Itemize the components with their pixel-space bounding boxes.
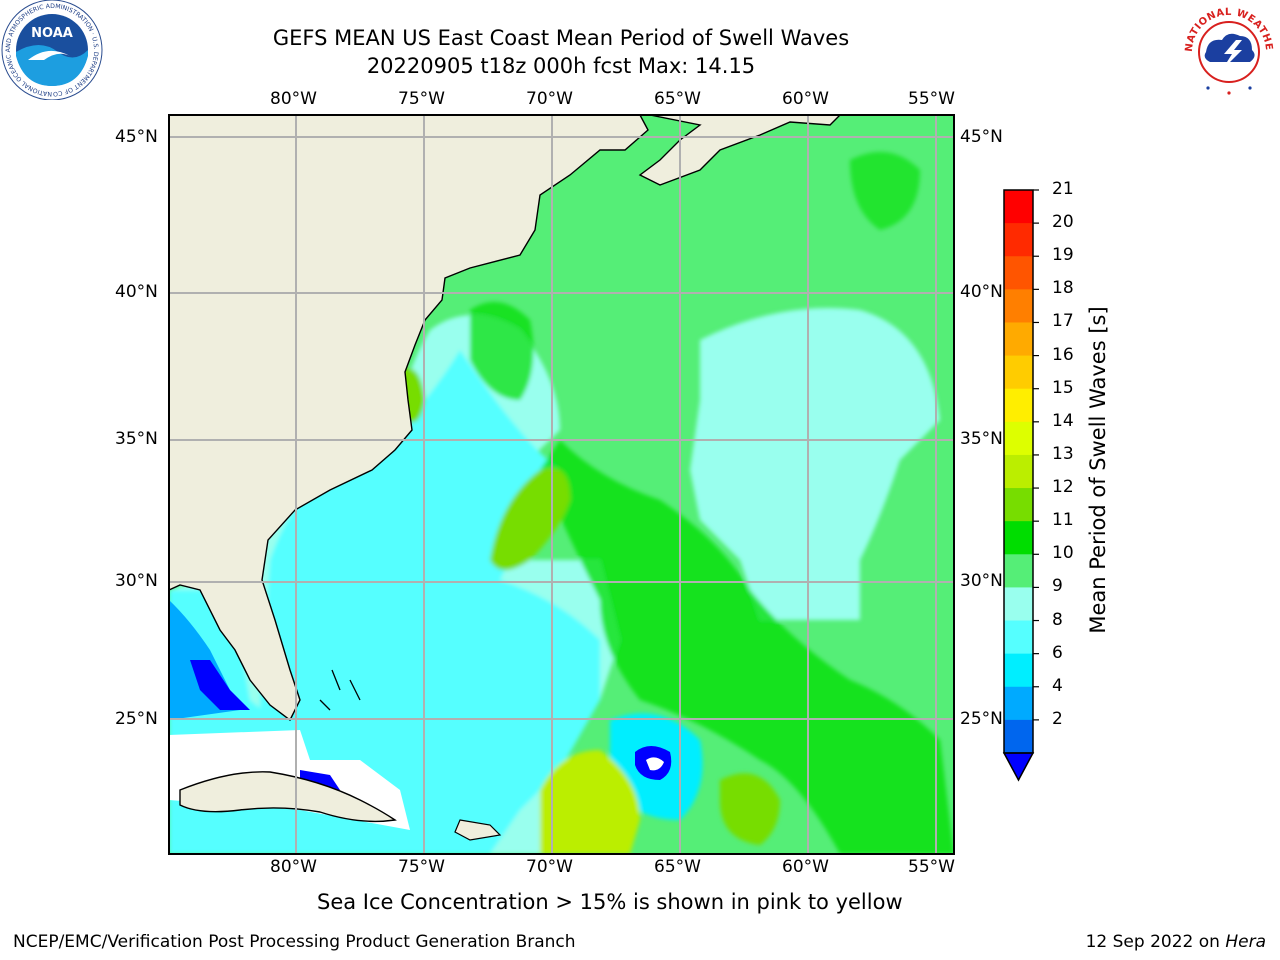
colorbar-swatch	[1004, 719, 1033, 754]
colorbar-tick-label: 14	[1052, 410, 1074, 431]
lat-label-right-30n: 30°N	[960, 571, 1003, 591]
lon-label-top-75w: 75°W	[398, 89, 445, 109]
lat-label-left-25n: 25°N	[115, 709, 158, 729]
colorbar-tick-label: 16	[1052, 344, 1074, 365]
colorbar-swatch	[1004, 653, 1033, 688]
zone-10-11s-north-offshore	[470, 302, 534, 400]
colorbar-tick-label: 11	[1052, 510, 1074, 531]
colorbar-swatch	[1004, 488, 1033, 522]
zone-8-9s-central-atlantic	[690, 308, 940, 620]
colorbar-extend-arrow	[1002, 752, 1035, 782]
colorbar-swatch	[1004, 190, 1033, 224]
map-subtitle: 20220905 t18z 000h fcst Max: 14.15	[366, 54, 756, 78]
lon-label-top-80w: 80°W	[270, 89, 317, 109]
lon-label-top-70w: 70°W	[526, 89, 573, 109]
colorbar-tick-label: 17	[1052, 311, 1074, 332]
zone-2-4s-gulf	[190, 660, 250, 710]
lat-label-left-35n: 35°N	[115, 429, 158, 449]
colorbar-tick-label: 13	[1052, 443, 1074, 464]
lat-label-left-30n: 30°N	[115, 571, 158, 591]
colorbar-tick-label: 18	[1052, 278, 1074, 299]
colorbar-swatch	[1004, 587, 1033, 622]
noaa-logo-text: NOAA	[31, 26, 73, 41]
nws-logo: NATIONAL WEATHER SERVICE	[1178, 0, 1277, 98]
date-text: 12 Sep 2022 on	[1085, 932, 1220, 952]
lat-label-right-35n: 35°N	[960, 429, 1003, 449]
lon-label-bottom-80w: 80°W	[270, 857, 317, 877]
lon-label-top-55w: 55°W	[908, 89, 955, 109]
masked-area-hispaniola	[646, 757, 664, 771]
colorbar-tick-label: 4	[1052, 675, 1063, 696]
sea-ice-note: Sea Ice Concentration > 15% is shown in …	[317, 890, 903, 914]
colorbar-swatch	[1004, 620, 1033, 655]
map-plot-area	[169, 115, 954, 854]
lon-label-bottom-70w: 70°W	[526, 857, 573, 877]
colorbar-tick-label: 2	[1052, 708, 1063, 729]
zone-10-11s-main-stream	[540, 440, 954, 854]
colorbar-swatch	[1004, 256, 1033, 290]
map-gridlines	[169, 115, 954, 854]
lon-label-bottom-55w: 55°W	[908, 857, 955, 877]
colorbar-tick-label: 21	[1052, 179, 1074, 199]
lat-label-right-40n: 40°N	[960, 282, 1003, 302]
colorbar-tick-label: 12	[1052, 477, 1074, 498]
lon-label-top-60w: 60°W	[782, 89, 829, 109]
noaa-logo: NATIONAL OCEANIC AND ATMOSPHERIC ADMINIS…	[0, 0, 103, 100]
colorbar-tick-label: 8	[1052, 609, 1063, 630]
colorbar-swatch	[1004, 322, 1033, 357]
lat-label-left-40n: 40°N	[115, 282, 158, 302]
colorbar-frame	[1003, 189, 1034, 754]
lat-label-left-45n: 45°N	[115, 127, 158, 147]
colorbar-swatch	[1004, 421, 1033, 456]
lat-label-right-25n: 25°N	[960, 709, 1003, 729]
colorbar-swatch	[1004, 355, 1033, 390]
colorbar-swatch	[1004, 554, 1033, 588]
credit-line: NCEP/EMC/Verification Post Processing Pr…	[13, 932, 576, 952]
colorbar-tick-label: 6	[1052, 642, 1063, 663]
colorbar-tick-label: 15	[1052, 377, 1074, 398]
colorbar-swatch	[1004, 454, 1033, 489]
lon-label-bottom-65w: 65°W	[654, 857, 701, 877]
zone-10-11s-northeast	[850, 152, 920, 230]
lon-label-top-65w: 65°W	[654, 89, 701, 109]
colorbar-tick-label: 19	[1052, 245, 1074, 266]
map-title: GEFS MEAN US East Coast Mean Period of S…	[272, 26, 850, 50]
lon-label-bottom-75w: 75°W	[398, 857, 445, 877]
land-bahamas	[319, 669, 361, 711]
zone-11-12s-east-caribbean	[720, 773, 780, 845]
zone-12-14s-caribbean	[540, 750, 640, 854]
date-line: 12 Sep 2022 on Hera	[1086, 932, 1266, 952]
land-us-east-coast	[169, 115, 649, 722]
colorbar-swatch	[1004, 388, 1033, 423]
colorbar-tick-label: 10	[1052, 543, 1074, 564]
colorbar-title: Mean Period of Swell Waves [s]	[1086, 306, 1110, 634]
land-cuba	[179, 771, 397, 823]
lon-label-bottom-60w: 60°W	[782, 857, 829, 877]
colorbar-tick-label: 9	[1052, 576, 1063, 597]
colorbar-swatch	[1004, 521, 1033, 555]
colorbar-tick-label: 20	[1052, 212, 1074, 233]
colorbar-swatch	[1004, 223, 1033, 257]
lat-label-right-45n: 45°N	[960, 127, 1003, 147]
host-name: Hera	[1225, 932, 1266, 952]
colorbar-swatch	[1004, 289, 1033, 323]
land-hispaniola	[454, 819, 502, 841]
colorbar	[1002, 189, 1039, 782]
colorbar-swatch	[1004, 686, 1033, 721]
map-frame	[168, 114, 955, 855]
zone-11-12s-offshore-tongue	[490, 468, 570, 570]
